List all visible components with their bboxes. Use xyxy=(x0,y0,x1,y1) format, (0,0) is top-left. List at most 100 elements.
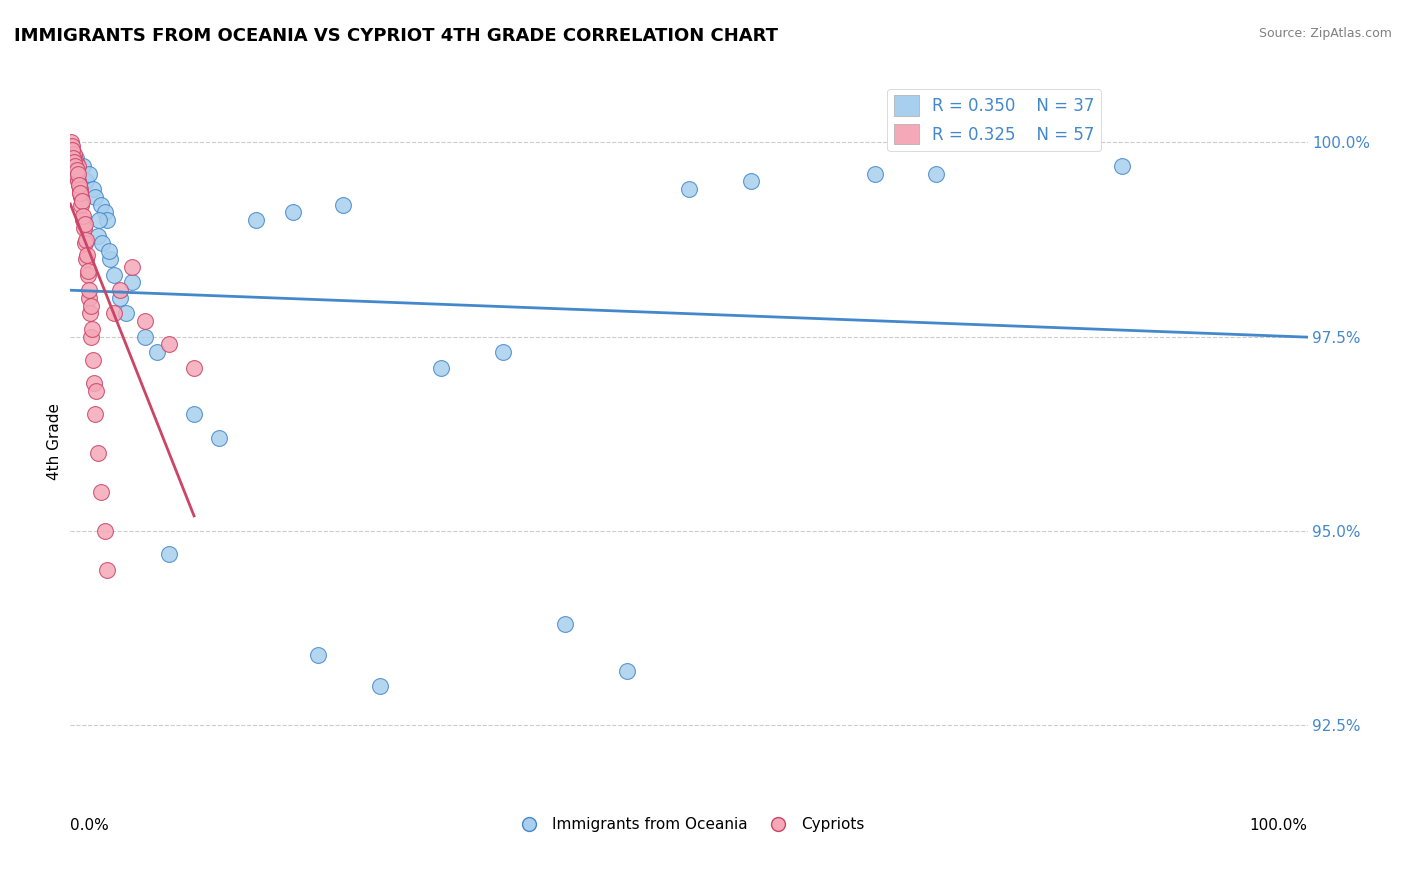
Point xyxy=(75,233,97,247)
Point xyxy=(281,205,304,219)
Point xyxy=(84,408,107,422)
Point xyxy=(90,197,112,211)
Point xyxy=(70,194,93,208)
Point xyxy=(63,154,86,169)
Legend: Immigrants from Oceania, Cypriots: Immigrants from Oceania, Cypriots xyxy=(508,812,870,838)
Point xyxy=(60,143,83,157)
Point xyxy=(121,260,143,274)
Point xyxy=(80,329,103,343)
Point xyxy=(94,205,117,219)
Point xyxy=(863,167,886,181)
Point xyxy=(157,337,180,351)
Point xyxy=(554,617,576,632)
Point xyxy=(103,268,125,282)
Point xyxy=(245,213,267,227)
Point xyxy=(65,159,87,173)
Point xyxy=(76,268,98,282)
Point xyxy=(66,162,89,177)
Text: Source: ZipAtlas.com: Source: ZipAtlas.com xyxy=(1258,27,1392,40)
Point xyxy=(65,167,87,181)
Point xyxy=(66,159,89,173)
Point xyxy=(134,314,156,328)
Point xyxy=(72,213,94,227)
Point xyxy=(66,170,89,185)
Point xyxy=(75,174,97,188)
Point xyxy=(69,182,91,196)
Point xyxy=(72,209,94,223)
Point xyxy=(69,190,91,204)
Point xyxy=(87,213,110,227)
Point xyxy=(80,299,103,313)
Point xyxy=(60,143,83,157)
Point xyxy=(96,563,118,577)
Point xyxy=(67,174,90,188)
Point xyxy=(616,664,638,678)
Point xyxy=(75,252,97,266)
Point xyxy=(73,220,96,235)
Point xyxy=(76,248,98,262)
Point xyxy=(70,197,93,211)
Point xyxy=(208,431,231,445)
Point xyxy=(157,547,180,561)
Point xyxy=(66,167,89,181)
Point xyxy=(59,136,82,150)
Text: IMMIGRANTS FROM OCEANIA VS CYPRIOT 4TH GRADE CORRELATION CHART: IMMIGRANTS FROM OCEANIA VS CYPRIOT 4TH G… xyxy=(14,27,778,45)
Point xyxy=(94,524,117,538)
Point xyxy=(134,329,156,343)
Point xyxy=(65,162,87,177)
Point xyxy=(678,182,700,196)
Point xyxy=(72,159,94,173)
Point xyxy=(83,376,105,391)
Point xyxy=(73,217,96,231)
Point xyxy=(86,228,108,243)
Point xyxy=(65,151,87,165)
Point xyxy=(69,186,91,200)
Point xyxy=(368,679,391,693)
Point xyxy=(430,360,453,375)
Point xyxy=(82,353,104,368)
Point xyxy=(121,275,143,289)
Point xyxy=(98,252,121,266)
Point xyxy=(79,283,101,297)
Point xyxy=(103,306,125,320)
Text: 100.0%: 100.0% xyxy=(1250,818,1308,833)
Point xyxy=(108,283,131,297)
Point xyxy=(84,384,107,398)
Y-axis label: 4th Grade: 4th Grade xyxy=(46,403,62,480)
Point xyxy=(183,360,205,375)
Point xyxy=(77,263,100,277)
Point xyxy=(79,306,101,320)
Point xyxy=(96,213,118,227)
Point xyxy=(90,485,112,500)
Point xyxy=(86,446,108,460)
Point xyxy=(62,151,84,165)
Point xyxy=(80,322,103,336)
Point xyxy=(97,244,120,259)
Point xyxy=(183,408,205,422)
Point xyxy=(67,178,90,193)
Point xyxy=(84,190,107,204)
Point xyxy=(91,236,114,251)
Point xyxy=(332,197,354,211)
Point xyxy=(60,139,83,153)
Point xyxy=(492,345,515,359)
Point xyxy=(740,174,762,188)
Point xyxy=(146,345,169,359)
Point xyxy=(63,159,86,173)
Point xyxy=(925,167,948,181)
Point xyxy=(115,306,138,320)
Point xyxy=(108,291,131,305)
Point xyxy=(62,151,84,165)
Point xyxy=(75,236,97,251)
Point xyxy=(67,178,90,193)
Point xyxy=(307,648,329,663)
Point xyxy=(63,147,86,161)
Point xyxy=(62,154,84,169)
Point xyxy=(82,182,104,196)
Point xyxy=(1111,159,1133,173)
Point xyxy=(69,186,91,200)
Point xyxy=(77,291,100,305)
Text: 0.0%: 0.0% xyxy=(70,818,110,833)
Point xyxy=(77,167,100,181)
Point xyxy=(65,154,87,169)
